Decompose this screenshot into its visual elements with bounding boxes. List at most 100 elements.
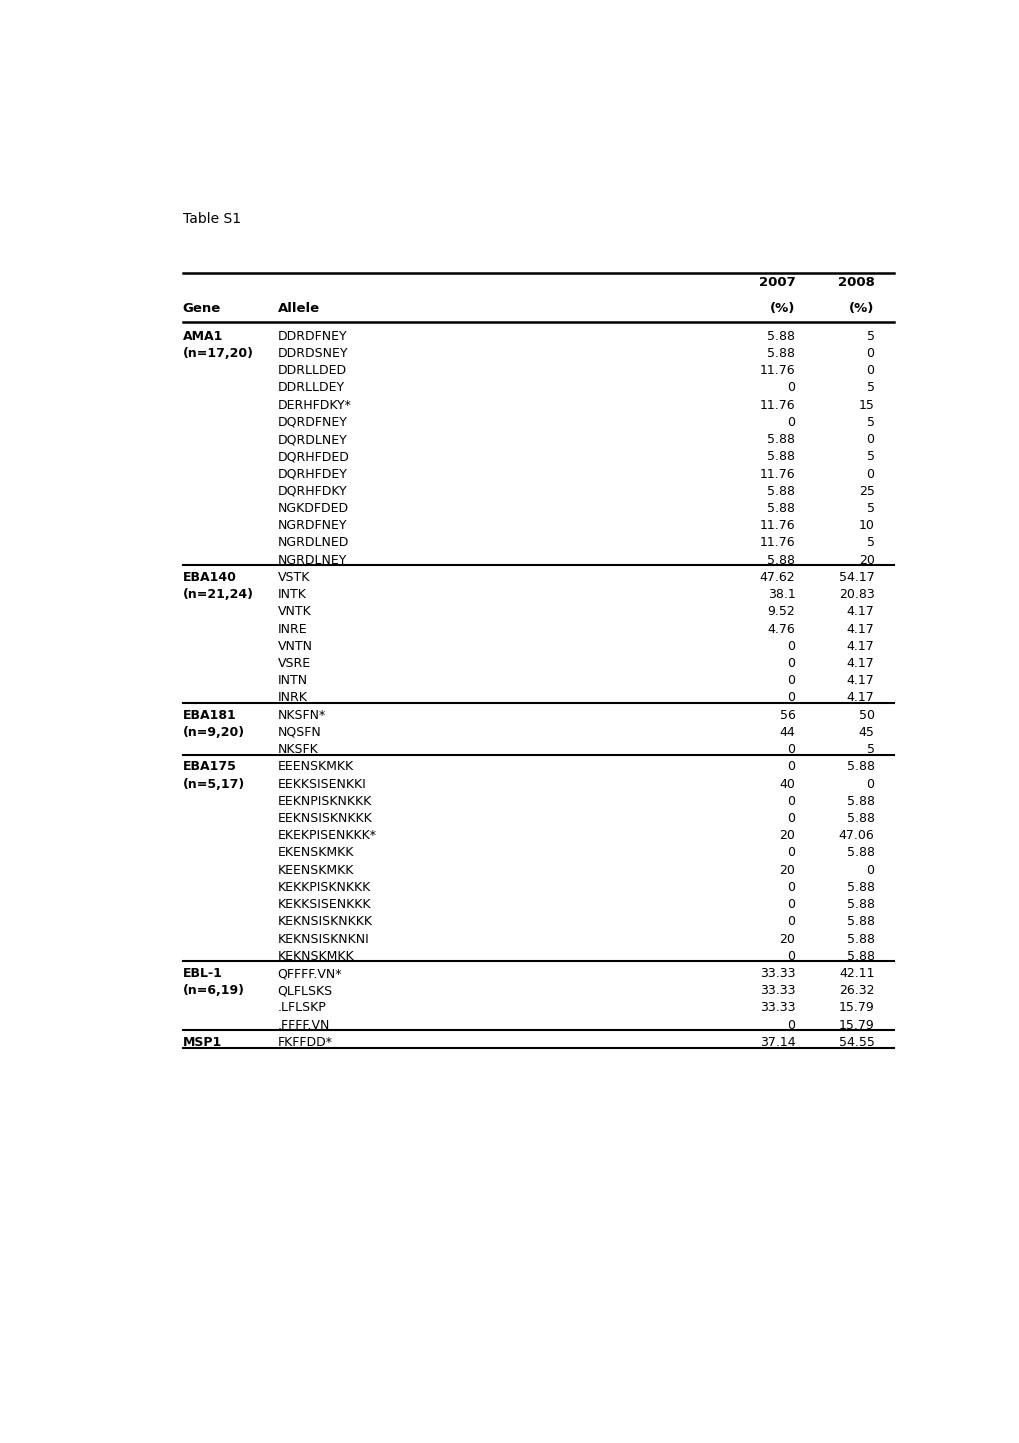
Text: 9.52: 9.52: [767, 606, 795, 619]
Text: 42.11: 42.11: [839, 967, 873, 980]
Text: EBL-1: EBL-1: [182, 967, 222, 980]
Text: Gene: Gene: [182, 302, 221, 315]
Text: 0: 0: [787, 691, 795, 704]
Text: 11.76: 11.76: [759, 537, 795, 550]
Text: 0: 0: [787, 674, 795, 687]
Text: NQSFN: NQSFN: [277, 726, 321, 739]
Text: 5: 5: [866, 416, 873, 429]
Text: 2008: 2008: [837, 277, 873, 290]
Text: NGRDFNEY: NGRDFNEY: [277, 519, 346, 532]
Text: 5.88: 5.88: [846, 812, 873, 825]
Text: 54.55: 54.55: [838, 1036, 873, 1049]
Text: VNTK: VNTK: [277, 606, 311, 619]
Text: VNTN: VNTN: [277, 639, 313, 652]
Text: KEENSKMKK: KEENSKMKK: [277, 864, 354, 877]
Text: EEKKSISENKKI: EEKKSISENKKI: [277, 778, 366, 791]
Text: 2007: 2007: [758, 277, 795, 290]
Text: 37.14: 37.14: [759, 1036, 795, 1049]
Text: DQRHFDKY: DQRHFDKY: [277, 485, 347, 498]
Text: 11.76: 11.76: [759, 364, 795, 377]
Text: 11.76: 11.76: [759, 519, 795, 532]
Text: INTK: INTK: [277, 589, 307, 602]
Text: KEKNSKMKK: KEKNSKMKK: [277, 949, 354, 962]
Text: 0: 0: [787, 657, 795, 670]
Text: 20: 20: [779, 864, 795, 877]
Text: 0: 0: [787, 949, 795, 962]
Text: 0: 0: [787, 416, 795, 429]
Text: EBA140: EBA140: [182, 571, 236, 584]
Text: KEKNSISKNKNI: KEKNSISKNKNI: [277, 932, 369, 945]
Text: 0: 0: [787, 743, 795, 756]
Text: 56: 56: [779, 709, 795, 722]
Text: DQRHFDEY: DQRHFDEY: [277, 468, 347, 481]
Text: 5.88: 5.88: [846, 847, 873, 860]
Text: 5.88: 5.88: [846, 760, 873, 773]
Text: DDRDFNEY: DDRDFNEY: [277, 330, 347, 343]
Text: 0: 0: [787, 898, 795, 911]
Text: 0: 0: [787, 915, 795, 928]
Text: EEKNPISKNKKK: EEKNPISKNKKK: [277, 795, 372, 808]
Text: EKENSKMKK: EKENSKMKK: [277, 847, 354, 860]
Text: Table S1: Table S1: [182, 212, 240, 227]
Text: 15.79: 15.79: [838, 1019, 873, 1032]
Text: 5.88: 5.88: [766, 450, 795, 463]
Text: 38.1: 38.1: [767, 589, 795, 602]
Text: FKFFDD*: FKFFDD*: [277, 1036, 332, 1049]
Text: QFFFF.VN*: QFFFF.VN*: [277, 967, 341, 980]
Text: (n=5,17): (n=5,17): [182, 778, 245, 791]
Text: 11.76: 11.76: [759, 398, 795, 411]
Text: KEKKSISENKKK: KEKKSISENKKK: [277, 898, 371, 911]
Text: DQRDLNEY: DQRDLNEY: [277, 433, 347, 446]
Text: .FFFF.VN: .FFFF.VN: [277, 1019, 330, 1032]
Text: NGRDLNED: NGRDLNED: [277, 537, 348, 550]
Text: 0: 0: [866, 348, 873, 361]
Text: 4.17: 4.17: [846, 622, 873, 635]
Text: 5.88: 5.88: [766, 348, 795, 361]
Text: .LFLSKP: .LFLSKP: [277, 1001, 326, 1014]
Text: 0: 0: [787, 847, 795, 860]
Text: DDRLLDEY: DDRLLDEY: [277, 381, 344, 394]
Text: 20: 20: [779, 932, 795, 945]
Text: 5.88: 5.88: [846, 880, 873, 893]
Text: (n=9,20): (n=9,20): [182, 726, 245, 739]
Text: 5.88: 5.88: [846, 932, 873, 945]
Text: 50: 50: [858, 709, 873, 722]
Text: 20: 20: [779, 830, 795, 843]
Text: 54.17: 54.17: [838, 571, 873, 584]
Text: 40: 40: [779, 778, 795, 791]
Text: 5: 5: [866, 502, 873, 515]
Text: DQRDFNEY: DQRDFNEY: [277, 416, 347, 429]
Text: INRK: INRK: [277, 691, 308, 704]
Text: 33.33: 33.33: [759, 1001, 795, 1014]
Text: QLFLSKS: QLFLSKS: [277, 984, 332, 997]
Text: EBA181: EBA181: [182, 709, 236, 722]
Text: 0: 0: [787, 639, 795, 652]
Text: 20.83: 20.83: [838, 589, 873, 602]
Text: KEKNSISKNKKK: KEKNSISKNKKK: [277, 915, 372, 928]
Text: (%): (%): [848, 302, 873, 315]
Text: (n=6,19): (n=6,19): [182, 984, 245, 997]
Text: 5.88: 5.88: [766, 554, 795, 567]
Text: 47.62: 47.62: [759, 571, 795, 584]
Text: AMA1: AMA1: [182, 330, 223, 343]
Text: 5: 5: [866, 537, 873, 550]
Text: 45: 45: [858, 726, 873, 739]
Text: (n=17,20): (n=17,20): [182, 348, 254, 361]
Text: EEKNSISKNKKK: EEKNSISKNKKK: [277, 812, 372, 825]
Text: 4.17: 4.17: [846, 639, 873, 652]
Text: NKSFN*: NKSFN*: [277, 709, 326, 722]
Text: EKEKPISENKKK*: EKEKPISENKKK*: [277, 830, 376, 843]
Text: 44: 44: [779, 726, 795, 739]
Text: 25: 25: [858, 485, 873, 498]
Text: NGKDFDED: NGKDFDED: [277, 502, 348, 515]
Text: 5.88: 5.88: [766, 330, 795, 343]
Text: 0: 0: [866, 468, 873, 481]
Text: DDRLLDED: DDRLLDED: [277, 364, 346, 377]
Text: 0: 0: [866, 364, 873, 377]
Text: KEKKPISKNKKK: KEKKPISKNKKK: [277, 880, 371, 893]
Text: DDRDSNEY: DDRDSNEY: [277, 348, 347, 361]
Text: (%): (%): [769, 302, 795, 315]
Text: 5.88: 5.88: [766, 433, 795, 446]
Text: 4.17: 4.17: [846, 674, 873, 687]
Text: VSRE: VSRE: [277, 657, 311, 670]
